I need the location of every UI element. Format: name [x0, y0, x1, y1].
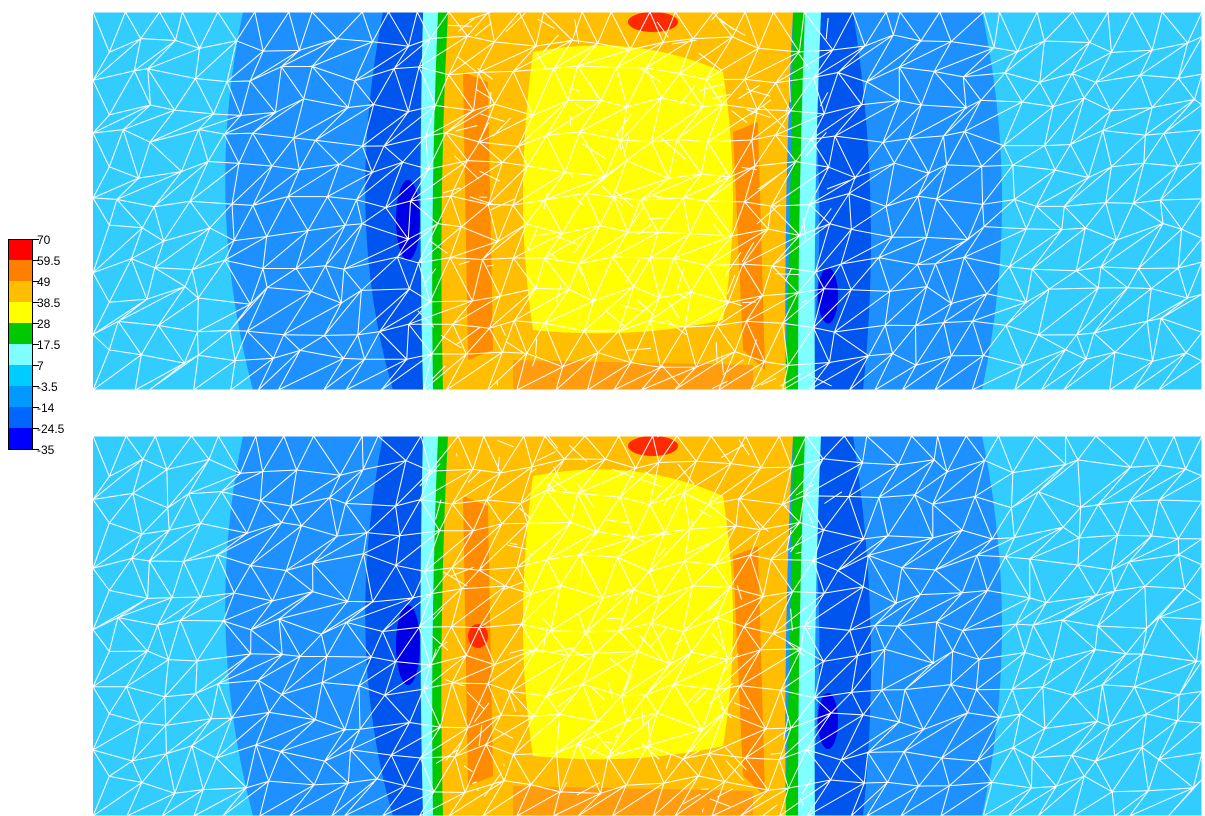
colorbar-band-0 — [8, 239, 33, 260]
deep-blue-spot — [396, 179, 420, 260]
colorbar-band-6 — [8, 365, 33, 386]
deep-blue-spot — [818, 267, 838, 324]
colorbar-label-neg3-5: -3.5 — [37, 380, 58, 394]
mesh-refinement-lines — [419, 436, 843, 816]
red-peak — [628, 436, 678, 456]
colorbar-band-5 — [8, 344, 33, 365]
colorbar-band-2 — [8, 281, 33, 302]
colorbar-band-4 — [8, 323, 33, 344]
green-edge-right — [785, 12, 805, 390]
mesh-overlay — [93, 436, 1202, 816]
colorbar-legend: 70 59.5 49 38.5 28 17.5 7 -3.5 -14 -24.5… — [5, 233, 85, 569]
colorbar-label-59-5: 59.5 — [37, 254, 61, 268]
contour-plot-upper — [93, 12, 1202, 390]
deep-blue-spot — [396, 605, 420, 685]
orange-highlight-bottom — [513, 360, 753, 390]
contour-plot-lower — [93, 436, 1202, 816]
colorbar-label-7: 7 — [37, 359, 44, 373]
colorbar-band-7 — [8, 386, 33, 407]
mesh-overlay — [93, 12, 1202, 390]
colorbar-band-8 — [8, 407, 33, 428]
colorbar-label-neg35: -35 — [37, 443, 55, 457]
colorbar-label-70: 70 — [37, 233, 51, 247]
mesh-refinement-lines — [417, 12, 850, 390]
orange-highlight-bottom — [513, 786, 753, 816]
contour-panel-upper — [93, 12, 1202, 390]
colorbar-band-3 — [8, 302, 33, 323]
orange-highlight-left — [463, 72, 493, 360]
red-peak — [628, 12, 678, 32]
colorbar-label-49: 49 — [37, 275, 51, 289]
green-edge-right — [785, 436, 805, 816]
colorbar-label-28: 28 — [37, 317, 51, 331]
colorbar-band-9 — [8, 428, 33, 449]
colorbar-label-neg14: -14 — [37, 401, 55, 415]
mesh-lines — [93, 436, 1202, 816]
colorbar-label-17-5: 17.5 — [37, 338, 61, 352]
colorbar-label-38-5: 38.5 — [37, 296, 61, 310]
contour-panel-lower — [93, 436, 1202, 816]
deep-blue-spot — [818, 693, 838, 749]
mesh-lines — [93, 12, 1202, 390]
colorbar-label-neg24-5: -24.5 — [37, 422, 65, 436]
colorbar-band-1 — [8, 260, 33, 281]
orange-highlight-right — [733, 122, 765, 370]
